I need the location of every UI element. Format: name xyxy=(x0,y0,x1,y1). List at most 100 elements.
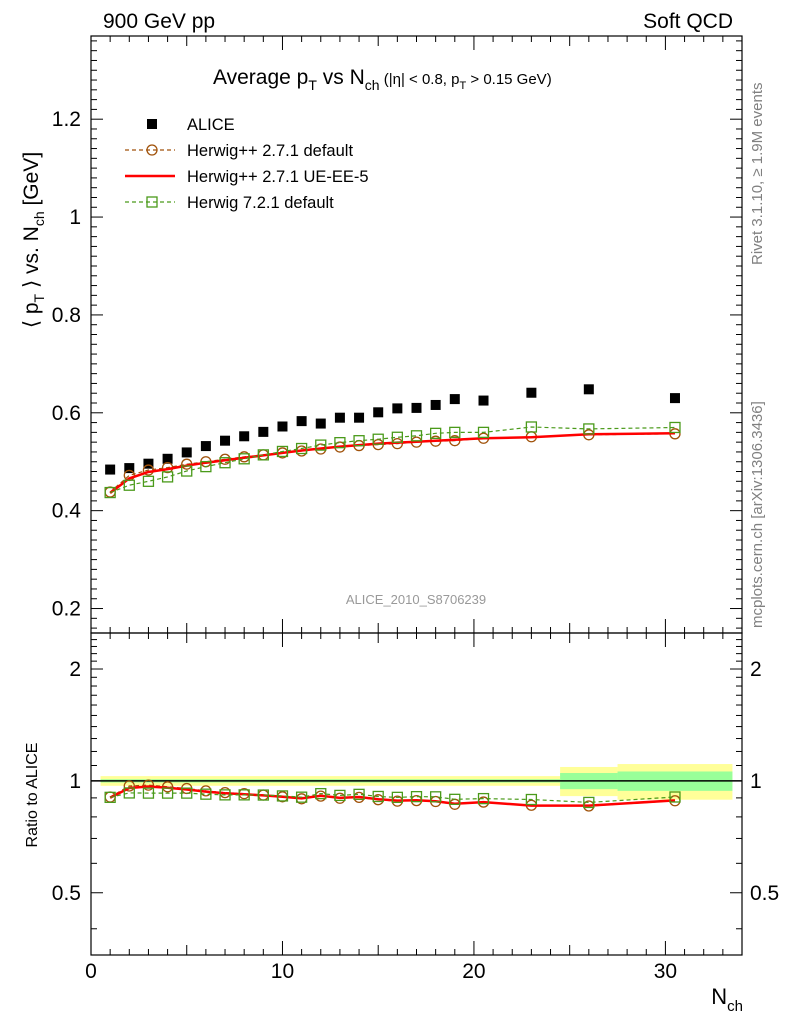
data-point xyxy=(257,449,269,461)
data-point xyxy=(669,393,680,404)
data-point xyxy=(104,486,116,499)
ratio-y-tick-label-right: 1 xyxy=(750,770,762,793)
data-point xyxy=(669,421,681,434)
x-tick-label: 30 xyxy=(654,960,677,983)
data-point xyxy=(276,445,289,458)
series-line xyxy=(109,785,676,807)
data-point xyxy=(410,430,423,442)
data-point xyxy=(200,441,211,452)
data-point xyxy=(392,403,403,414)
series-line xyxy=(109,426,676,494)
main-y-axis-label: ⟨ pT ⟩ vs. Nch [GeV] xyxy=(20,152,47,328)
data-point xyxy=(142,475,155,487)
data-point xyxy=(525,421,538,433)
data-point xyxy=(258,426,269,437)
data-point xyxy=(296,416,307,427)
main-y-tick-label: 1 xyxy=(69,206,81,229)
data-point xyxy=(334,412,345,423)
data-point xyxy=(315,418,326,429)
main-y-tick-label: 0.4 xyxy=(52,500,82,523)
data-point xyxy=(334,436,346,449)
data-point xyxy=(238,453,250,465)
legend-entry: ALICE xyxy=(147,116,235,134)
data-point xyxy=(449,426,461,439)
data-point xyxy=(257,789,269,801)
data-point xyxy=(373,407,384,418)
data-point xyxy=(161,787,174,799)
data-point xyxy=(123,787,135,799)
ratio-y-tick-label-right: 0.5 xyxy=(750,882,779,905)
data-point xyxy=(219,789,231,801)
legend-entry: Herwig++ 2.7.1 default xyxy=(125,142,353,160)
data-point xyxy=(354,412,365,423)
data-point xyxy=(200,788,212,800)
data-point xyxy=(123,479,135,491)
data-point xyxy=(181,447,192,458)
data-point xyxy=(146,196,158,208)
rivet-version-label: Rivet 3.1.10, ≥ 1.9M events xyxy=(749,83,766,266)
data-point xyxy=(478,395,489,406)
data-point xyxy=(410,790,423,803)
data-point xyxy=(105,464,116,475)
legend-label: ALICE xyxy=(187,116,235,134)
plot-title: Average pT vs Nch (|η| < 0.8, pT > 0.15 … xyxy=(213,66,552,93)
ratio-axis-ticks: 0.5 0.51 12 20 10 20 30 xyxy=(52,633,779,983)
data-point xyxy=(353,435,365,447)
data-point xyxy=(525,793,538,806)
x-axis-label: Nch xyxy=(711,984,743,1015)
data-point xyxy=(449,394,460,405)
data-point xyxy=(219,457,231,469)
data-point xyxy=(142,787,155,799)
series-herwig-7-2-1-default xyxy=(104,787,681,809)
x-tick-label: 0 xyxy=(85,960,97,983)
data-point xyxy=(143,458,154,469)
data-point xyxy=(477,792,490,805)
x-tick-label: 20 xyxy=(462,960,485,983)
series-alice xyxy=(105,384,680,475)
legend-label: Herwig++ 2.7.1 default xyxy=(187,142,353,160)
ratio-y-tick-label-right: 2 xyxy=(750,658,762,681)
data-point xyxy=(123,780,135,792)
data-point xyxy=(239,431,250,442)
series-herwig-2-7-1-ue-ee-5 xyxy=(109,785,676,807)
data-point xyxy=(238,789,250,801)
data-point xyxy=(220,435,231,446)
data-point xyxy=(430,399,441,410)
data-point xyxy=(295,442,308,455)
data-point xyxy=(315,787,327,800)
data-point xyxy=(104,791,116,804)
data-point xyxy=(353,788,365,800)
ratio-y-axis-label: Ratio to ALICE xyxy=(24,743,41,848)
header-left: 900 GeV pp xyxy=(103,10,215,33)
data-point xyxy=(147,119,157,129)
ratio-y-tick-label-left: 2 xyxy=(69,658,81,681)
data-point xyxy=(391,791,404,804)
data-point xyxy=(295,791,308,803)
data-point xyxy=(181,787,193,799)
main-plot-series xyxy=(104,384,681,499)
data-point xyxy=(669,791,681,803)
data-point xyxy=(449,793,461,805)
data-point xyxy=(429,427,442,439)
header-right: Soft QCD xyxy=(643,10,733,33)
main-axis-ticks: 0.2 0.4 0.6 0.8 1 1.2 xyxy=(52,36,743,633)
data-point xyxy=(372,433,384,445)
x-tick-label: 10 xyxy=(271,960,294,983)
main-y-tick-label: 0.2 xyxy=(52,598,81,621)
data-point xyxy=(142,779,155,791)
data-point xyxy=(124,463,135,474)
data-point xyxy=(161,471,174,483)
legend-entry: Herwig++ 2.7.1 UE-EE-5 xyxy=(125,168,369,186)
data-point xyxy=(477,426,490,439)
main-y-tick-label: 0.6 xyxy=(52,402,81,425)
data-point xyxy=(146,144,158,156)
series-line xyxy=(109,432,676,494)
legend: ALICE Herwig++ 2.7.1 default Herwig++ 2.7.… xyxy=(125,116,369,212)
series-line xyxy=(109,792,676,804)
ratio-y-tick-label-left: 1 xyxy=(69,770,81,793)
data-point xyxy=(162,453,173,464)
data-point xyxy=(181,465,193,477)
legend-entry: Herwig 7.2.1 default xyxy=(125,194,334,212)
data-point xyxy=(200,460,212,473)
